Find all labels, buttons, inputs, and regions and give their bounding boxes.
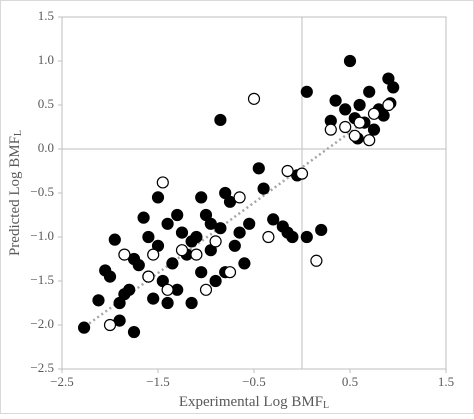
data-point	[315, 223, 328, 237]
y-tick-label: 0.5	[38, 96, 54, 111]
y-tick-label: 1.5	[38, 8, 54, 23]
x-tick-label: −0.5	[242, 374, 266, 389]
data-point	[252, 162, 265, 175]
data-point	[324, 123, 337, 136]
data-point	[147, 292, 160, 305]
data-point	[166, 257, 179, 270]
data-point	[209, 274, 222, 288]
data-point	[367, 123, 381, 136]
data-point	[367, 107, 381, 120]
data-point	[161, 283, 174, 296]
data-point	[195, 191, 208, 204]
data-point	[233, 191, 246, 204]
data-point	[267, 213, 280, 226]
y-tick-label: 0.0	[38, 140, 54, 155]
data-point	[228, 239, 241, 252]
data-point	[353, 116, 366, 129]
data-point	[281, 164, 294, 178]
data-point	[382, 98, 395, 112]
data-point	[190, 248, 203, 261]
x-tick-label: −2.5	[50, 374, 74, 389]
data-point	[175, 244, 189, 257]
x-tick-label: −1.5	[146, 374, 170, 389]
data-point	[142, 270, 155, 283]
data-point	[233, 226, 246, 239]
data-point	[77, 321, 91, 334]
data-point	[147, 248, 160, 261]
data-point	[343, 54, 357, 68]
data-point	[113, 296, 126, 310]
data-point	[310, 254, 323, 267]
data-point	[363, 85, 376, 98]
y-tick-label: −2.0	[30, 316, 54, 331]
data-point	[329, 94, 342, 107]
y-tick-label: −1.0	[30, 228, 54, 243]
data-point	[185, 296, 198, 310]
data-point	[123, 283, 136, 296]
data-point	[118, 248, 131, 261]
data-point	[262, 230, 275, 244]
data-point	[142, 230, 155, 244]
data-point	[209, 235, 222, 248]
data-point	[199, 283, 213, 296]
y-label-sub: L	[13, 130, 24, 136]
data-point	[92, 294, 105, 307]
x-label-sub: L	[323, 400, 329, 411]
data-point	[223, 266, 237, 279]
data-point	[257, 182, 270, 195]
data-point	[156, 176, 169, 189]
data-point	[127, 325, 141, 339]
x-tick-label: 1.5	[438, 374, 454, 389]
data-point	[161, 217, 174, 230]
data-point	[247, 92, 261, 105]
data-point	[238, 257, 251, 270]
data-point	[300, 230, 313, 244]
data-point	[339, 103, 352, 116]
data-point	[243, 217, 256, 230]
data-point	[185, 235, 198, 248]
data-point	[195, 266, 208, 279]
data-point	[286, 230, 299, 244]
y-tick-label: −1.5	[30, 272, 54, 287]
y-tick-label: −0.5	[30, 184, 54, 199]
data-point	[151, 191, 165, 204]
data-point	[387, 81, 400, 94]
y-label-text: Predicted Log BMF	[7, 136, 23, 256]
y-tick-label: −2.5	[30, 360, 54, 375]
data-point	[175, 226, 189, 239]
x-label-text: Experimental Log BMF	[179, 394, 323, 410]
data-point	[363, 134, 376, 147]
data-point	[214, 113, 227, 127]
x-tick-label: 0.5	[342, 374, 358, 389]
data-point	[353, 98, 366, 112]
data-point	[103, 318, 117, 332]
data-point	[339, 120, 352, 134]
data-point	[103, 270, 117, 283]
data-point	[295, 167, 309, 180]
x-axis-label: Experimental Log BMFL	[179, 394, 329, 411]
data-point	[108, 233, 121, 246]
data-point	[204, 217, 217, 230]
data-point	[161, 296, 174, 310]
data-point	[348, 129, 361, 142]
data-point	[171, 208, 184, 222]
data-point	[300, 85, 313, 98]
y-axis-label: Predicted Log BMFL	[7, 130, 24, 256]
data-point	[137, 211, 150, 224]
y-tick-label: 1.0	[38, 52, 54, 67]
